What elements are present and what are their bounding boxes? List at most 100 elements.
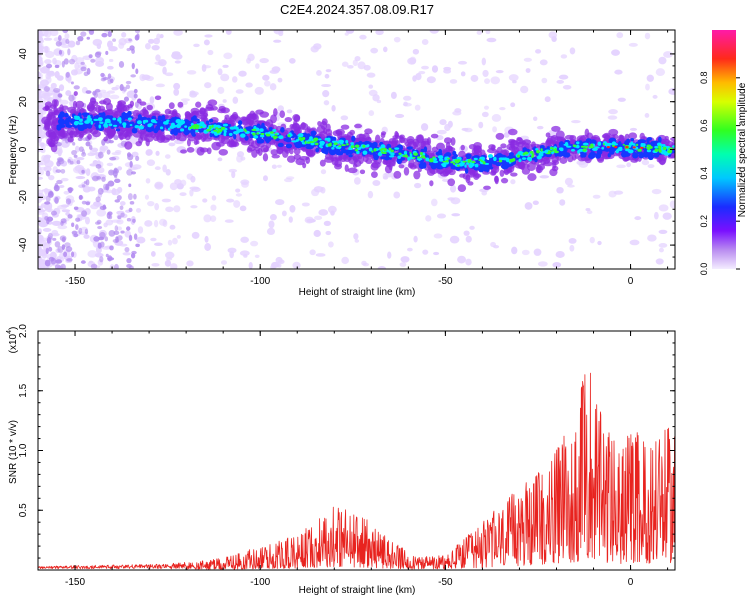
spectrogram-cell [288, 216, 293, 223]
spectrogram-cell [171, 110, 177, 116]
spectrogram-cell [50, 121, 58, 131]
spectrogram-cell [314, 142, 319, 146]
spectrogram-cell [637, 148, 642, 152]
spectrogram-cell [57, 158, 65, 165]
spectrogram-cell [206, 128, 211, 132]
spectrogram-cell [38, 234, 44, 242]
spectrogram-cell [536, 149, 540, 154]
spectrogram-cell [528, 157, 532, 162]
spectrogram-cell [421, 155, 426, 159]
colorbar-tick-label: 0.8 [699, 72, 709, 85]
spectrogram-cell [349, 129, 356, 136]
spectrogram-cell [289, 58, 296, 64]
spectrogram-cell [58, 84, 65, 92]
snr-plot-area [38, 331, 675, 570]
spectrogram-cell [80, 66, 87, 72]
spectrogram-cell [132, 218, 136, 223]
spectrogram-cell [65, 198, 72, 205]
spectrogram-cell [344, 32, 349, 36]
spectrogram-panel: -150 -100 -50 0 -40 -20 0 20 40 Height of strai… [8, 29, 676, 298]
spectrogram-cell [353, 177, 361, 185]
spectrogram-cell [608, 109, 618, 115]
spectrogram-cell [313, 137, 319, 141]
spectrogram-cell [310, 130, 317, 136]
spectrogram-cell [334, 163, 343, 170]
spectrogram-cell [255, 149, 261, 154]
spectrogram-cell [662, 146, 667, 151]
spectrogram-cell [75, 224, 79, 231]
spectrogram-cell [123, 96, 129, 102]
spectrogram-x-label: Height of straight line (km) [299, 287, 416, 298]
spectrogram-cell [68, 94, 75, 102]
x-tick-label: -50 [438, 577, 453, 588]
spectrogram-cell [568, 238, 577, 244]
spectrogram-cell [436, 213, 447, 219]
spectrogram-cell [231, 171, 236, 179]
spectrogram-cell [287, 134, 291, 138]
spectrogram-cell [172, 237, 178, 245]
spectrogram-cell [99, 118, 103, 122]
spectrogram-cell [74, 62, 80, 70]
spectrogram-cell [425, 143, 432, 153]
spectrogram-cell [131, 250, 137, 255]
spectrogram-cell [638, 152, 645, 159]
spectrogram-cell [159, 126, 164, 130]
spectrogram-cell [43, 93, 51, 101]
spectrogram-cell [118, 61, 125, 68]
spectrogram-cell [129, 201, 135, 205]
spectrogram-cell [196, 134, 204, 140]
spectrogram-cell [106, 212, 111, 219]
spectrogram-cell [204, 34, 213, 38]
spectrogram-cell [256, 132, 260, 135]
spectrogram-cell [176, 235, 181, 239]
spectrogram-cell [588, 153, 596, 159]
spectrogram-cell [144, 194, 150, 200]
spectrogram-cell [147, 123, 152, 128]
colorbar: 0.0 0.2 0.4 0.6 0.8 Normalized spectral ampl… [699, 30, 748, 275]
spectrogram-cell [381, 147, 386, 150]
spectrogram-cell [658, 149, 662, 153]
spectrogram-cell [38, 36, 44, 43]
spectrogram-cell [274, 133, 278, 136]
spectrogram-cell [651, 188, 662, 195]
spectrogram-cell [195, 126, 199, 130]
spectrogram-cell [136, 236, 146, 244]
spectrogram-cell [54, 182, 59, 189]
spectrogram-cell [246, 57, 252, 64]
spectrogram-cell [134, 30, 140, 34]
spectrogram-cell [83, 123, 88, 130]
spectrogram-cell [462, 160, 467, 163]
spectrogram-cell [180, 98, 190, 102]
spectrogram-cell [121, 32, 127, 38]
spectrogram-cell [63, 58, 69, 65]
spectrogram-cell [209, 215, 217, 222]
spectrogram-cell [108, 123, 113, 127]
x-tick-label: 0 [628, 276, 634, 287]
spectrogram-cell [301, 202, 310, 207]
spectrogram-cell [536, 163, 545, 171]
x-tick-label: -50 [438, 276, 453, 287]
spectrogram-cell [57, 246, 64, 253]
spectrogram-cell [86, 36, 91, 40]
spectrogram-cell [105, 102, 113, 112]
spectrogram-cell [128, 207, 133, 213]
spectrogram-cell [371, 171, 378, 179]
spectrogram-cell [86, 117, 93, 122]
spectrogram-cell [521, 249, 530, 256]
spectrogram-cell [103, 222, 108, 228]
spectrogram-cell [114, 167, 118, 172]
spectrogram-cell [86, 67, 91, 75]
spectrogram-cell [276, 164, 282, 168]
x-tick-label: -150 [65, 276, 85, 287]
spectrogram-cell [255, 109, 264, 115]
spectrogram-cell [426, 76, 436, 84]
spectrogram-cell [592, 194, 601, 199]
spectrogram-cell [238, 120, 243, 126]
spectrogram-cell [104, 236, 109, 242]
spectrogram-cell [576, 141, 580, 145]
spectrogram-cell [335, 151, 344, 156]
spectrogram-cell [111, 219, 121, 223]
spectrogram-cell [54, 132, 65, 137]
spectrogram-cell [536, 125, 544, 130]
spectrogram-cell [220, 126, 226, 130]
